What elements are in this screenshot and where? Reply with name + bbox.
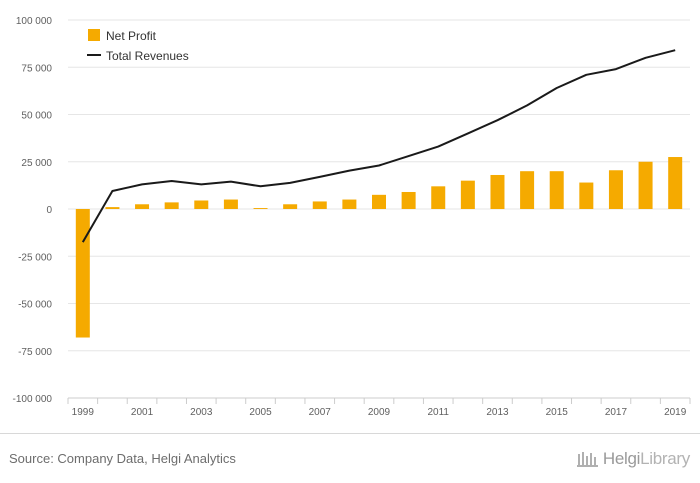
- bar-net-profit-2000[interactable]: [105, 207, 120, 209]
- bar-net-profit-2003[interactable]: [194, 200, 209, 209]
- x-tick-label: 2009: [368, 407, 391, 418]
- legend-label-total-revenues: Total Revenues: [106, 49, 189, 63]
- net-profit-bars: [75, 157, 683, 338]
- bar-net-profit-2009[interactable]: [372, 194, 386, 209]
- bar-net-profit-2017[interactable]: [608, 170, 623, 209]
- y-tick-label: -100 000: [13, 394, 53, 405]
- helgi-logo-icon: [576, 452, 598, 467]
- y-tick-label: 25 000: [21, 158, 52, 169]
- bar-net-profit-2014[interactable]: [520, 171, 535, 209]
- bar-net-profit-2005[interactable]: [253, 208, 268, 209]
- bar-net-profit-2007[interactable]: [312, 201, 327, 209]
- bar-net-profit-2008[interactable]: [342, 199, 357, 209]
- x-tick-label: 2015: [546, 407, 569, 418]
- x-tick-label: 2013: [486, 407, 509, 418]
- x-tick-label: 2011: [427, 407, 449, 418]
- x-tick-label: 2003: [190, 407, 213, 418]
- bar-net-profit-2012[interactable]: [460, 180, 475, 209]
- x-tick-label: 2005: [249, 407, 272, 418]
- bar-net-profit-2010[interactable]: [401, 191, 416, 209]
- brand-text: HelgiLibrary: [603, 449, 690, 469]
- brand-part-helgi: Helgi: [602, 449, 641, 468]
- y-tick-label: 0: [46, 205, 52, 216]
- y-tick-label: -75 000: [18, 347, 52, 358]
- x-axis: 1999 2001 2003 2005 2007 2009 2011 2013 2015 2017…: [67, 397, 691, 418]
- bar-net-profit-2018[interactable]: [638, 161, 653, 209]
- legend-label-net-profit: Net Profit: [106, 29, 157, 43]
- x-tick-label: 2019: [664, 407, 687, 418]
- bar-net-profit-2015[interactable]: [549, 171, 564, 209]
- y-tick-label: 50 000: [21, 111, 52, 122]
- source-note: Source: Company Data, Helgi Analytics: [9, 451, 236, 466]
- y-tick-label: -50 000: [18, 300, 52, 311]
- legend: Net Profit Total Revenues: [87, 29, 189, 63]
- total-revenues-line[interactable]: [81, 49, 676, 243]
- x-tick-label: 1999: [72, 407, 95, 418]
- x-tick-label: 2001: [131, 407, 154, 418]
- x-tick-label: 2007: [309, 407, 332, 418]
- bar-net-profit-2004[interactable]: [223, 199, 238, 209]
- y-tick-label: -25 000: [18, 252, 52, 263]
- legend-swatch-net-profit: [88, 29, 100, 41]
- footer-divider: [0, 433, 700, 434]
- bar-net-profit-2016[interactable]: [579, 182, 594, 209]
- bar-net-profit-2011[interactable]: [431, 186, 446, 209]
- bar-net-profit-2019[interactable]: [668, 157, 683, 209]
- x-tick-label: 2017: [605, 407, 628, 418]
- y-tick-label: 100 000: [16, 16, 53, 27]
- y-axis-labels: 100 000 75 000 50 000 25 000 0 -25 000 -50 000…: [13, 16, 53, 405]
- bar-net-profit-2013[interactable]: [490, 174, 505, 209]
- bar-net-profit-1999[interactable]: [75, 209, 90, 338]
- bar-net-profit-2002[interactable]: [164, 202, 179, 209]
- chart-canvas: 100 000 75 000 50 000 25 000 0 -25 000 -50 000…: [13, 16, 691, 418]
- helgi-library-logo[interactable]: HelgiLibrary: [576, 449, 690, 469]
- brand-part-library: Library: [640, 449, 690, 468]
- bar-net-profit-2001[interactable]: [135, 204, 150, 209]
- y-tick-label: 75 000: [21, 63, 52, 74]
- bar-net-profit-2006[interactable]: [283, 204, 298, 209]
